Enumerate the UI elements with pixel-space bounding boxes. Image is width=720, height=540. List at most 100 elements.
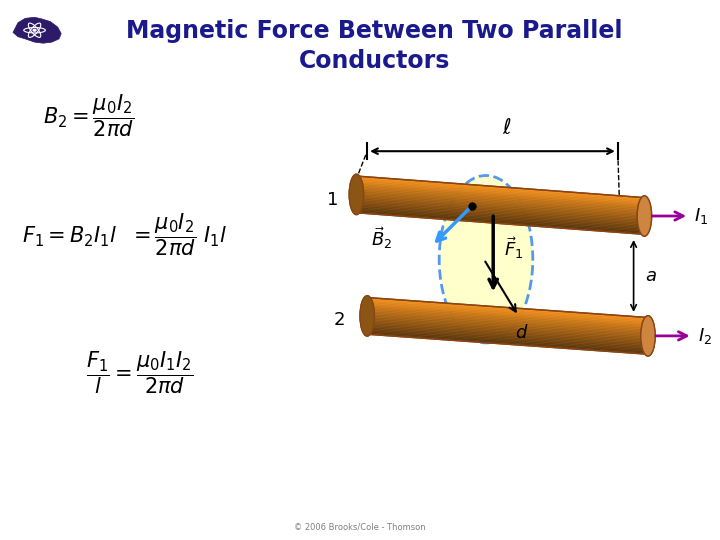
Polygon shape [367, 308, 648, 329]
Polygon shape [356, 194, 644, 217]
Polygon shape [356, 180, 644, 204]
Polygon shape [356, 210, 644, 233]
Polygon shape [367, 327, 648, 348]
Polygon shape [367, 328, 648, 350]
Polygon shape [367, 312, 648, 334]
Text: $B_2 = \dfrac{\mu_0 I_2}{2\pi d}$: $B_2 = \dfrac{\mu_0 I_2}{2\pi d}$ [43, 93, 134, 139]
Polygon shape [367, 305, 648, 326]
Polygon shape [367, 315, 648, 336]
Polygon shape [13, 17, 61, 43]
Polygon shape [367, 303, 648, 325]
Polygon shape [356, 197, 644, 220]
Polygon shape [356, 179, 644, 202]
Polygon shape [367, 324, 648, 346]
Polygon shape [367, 299, 648, 320]
Polygon shape [367, 320, 648, 341]
Polygon shape [367, 300, 648, 322]
Polygon shape [367, 306, 648, 328]
Ellipse shape [360, 296, 374, 336]
Polygon shape [356, 186, 644, 210]
Polygon shape [367, 326, 648, 347]
Polygon shape [356, 192, 644, 215]
Polygon shape [367, 302, 648, 323]
Polygon shape [356, 189, 644, 212]
Text: $\vec{B}_2$: $\vec{B}_2$ [371, 225, 392, 251]
Ellipse shape [641, 316, 655, 356]
Polygon shape [356, 194, 644, 217]
Ellipse shape [439, 176, 533, 343]
Text: $\dfrac{F_1}{l} = \dfrac{\mu_0 I_1 I_2}{2\pi d}$: $\dfrac{F_1}{l} = \dfrac{\mu_0 I_1 I_2}{… [86, 349, 194, 396]
Polygon shape [367, 315, 648, 336]
Polygon shape [356, 207, 644, 230]
Polygon shape [356, 178, 644, 200]
Ellipse shape [360, 296, 374, 336]
Text: Magnetic Force Between Two Parallel
Conductors: Magnetic Force Between Two Parallel Cond… [126, 19, 623, 72]
Text: $F_1 = B_2 I_1 l\ \ = \dfrac{\mu_0 I_2}{2\pi d}\ I_1 l$: $F_1 = B_2 I_1 l\ \ = \dfrac{\mu_0 I_2}{… [22, 212, 227, 258]
Polygon shape [356, 198, 644, 221]
Polygon shape [356, 201, 644, 224]
Polygon shape [367, 318, 648, 340]
Circle shape [32, 29, 37, 32]
Polygon shape [367, 298, 648, 319]
Polygon shape [356, 195, 644, 218]
Polygon shape [367, 300, 648, 322]
Polygon shape [367, 306, 648, 328]
Polygon shape [367, 321, 648, 342]
Polygon shape [367, 324, 648, 346]
Polygon shape [356, 180, 644, 204]
Polygon shape [367, 314, 648, 335]
Text: © 2006 Brooks/Cole - Thomson: © 2006 Brooks/Cole - Thomson [294, 523, 426, 532]
Polygon shape [356, 195, 644, 218]
Text: $d$: $d$ [516, 324, 528, 342]
Polygon shape [356, 191, 644, 214]
Text: 2: 2 [334, 310, 346, 329]
Polygon shape [356, 185, 644, 208]
Polygon shape [356, 197, 644, 220]
Polygon shape [367, 326, 648, 347]
Polygon shape [356, 211, 644, 234]
Polygon shape [356, 205, 644, 228]
Polygon shape [356, 176, 644, 199]
Polygon shape [367, 309, 648, 330]
Polygon shape [356, 200, 644, 222]
Polygon shape [356, 210, 644, 233]
Polygon shape [367, 310, 648, 332]
Polygon shape [367, 298, 648, 319]
Polygon shape [367, 305, 648, 326]
Polygon shape [367, 327, 648, 348]
Polygon shape [356, 202, 644, 226]
Polygon shape [367, 328, 648, 350]
Polygon shape [367, 321, 648, 342]
Polygon shape [367, 330, 648, 352]
Text: $\ell$: $\ell$ [502, 118, 512, 138]
Ellipse shape [349, 174, 364, 214]
Polygon shape [367, 316, 648, 338]
Polygon shape [356, 179, 644, 202]
Polygon shape [367, 332, 648, 353]
Polygon shape [356, 182, 644, 205]
Polygon shape [367, 316, 648, 338]
Polygon shape [356, 208, 644, 232]
Polygon shape [367, 332, 648, 353]
Ellipse shape [637, 196, 652, 236]
Polygon shape [356, 176, 644, 199]
Polygon shape [367, 330, 648, 352]
Polygon shape [367, 333, 648, 354]
Polygon shape [367, 333, 648, 354]
Polygon shape [367, 322, 648, 344]
Polygon shape [367, 312, 648, 334]
Text: 1: 1 [327, 191, 338, 209]
Polygon shape [356, 207, 644, 230]
Text: $I_2$: $I_2$ [698, 326, 712, 346]
Polygon shape [356, 182, 644, 205]
Polygon shape [367, 309, 648, 330]
Polygon shape [356, 200, 644, 222]
Polygon shape [356, 189, 644, 212]
Polygon shape [367, 322, 648, 344]
Polygon shape [356, 185, 644, 208]
Polygon shape [356, 186, 644, 210]
Ellipse shape [641, 316, 655, 356]
Polygon shape [356, 184, 644, 206]
Polygon shape [356, 198, 644, 221]
Polygon shape [356, 202, 644, 226]
